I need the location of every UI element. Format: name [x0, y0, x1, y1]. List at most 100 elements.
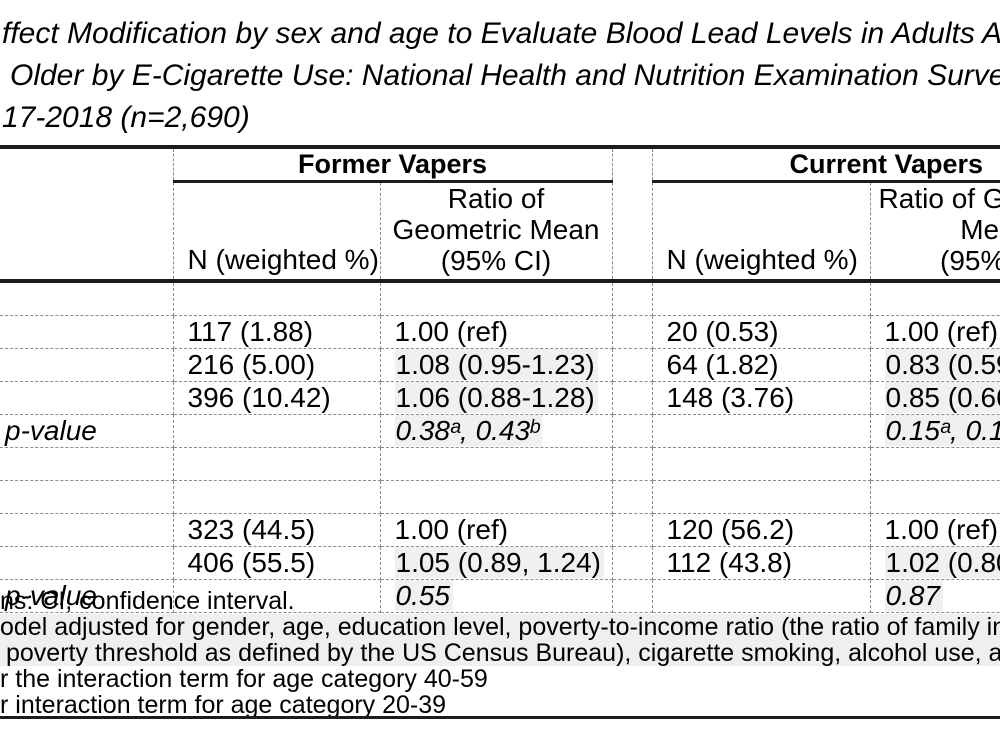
- former-n-cell: [173, 579, 381, 613]
- current-ratio-cell: 1.00 (ref): [870, 513, 1000, 547]
- current-vapers-group-header: Current Vapers: [652, 145, 1000, 183]
- results-table-wrapper: Former Vapers Current Vapers N (weighted…: [0, 145, 1000, 613]
- row-label-cell: [0, 381, 174, 415]
- row-label-cell: [0, 480, 174, 514]
- cell-value: 1.08 (0.95-1.23): [394, 349, 598, 380]
- former-ratio-cell: [380, 447, 613, 481]
- spacer-cell: [612, 281, 653, 316]
- table-bottom-border: [0, 716, 1000, 719]
- cell-value: 148 (3.76): [666, 382, 795, 413]
- former-ratio-header-line-1: Ratio of: [447, 183, 545, 214]
- footnote-interaction-20-39: r interaction term for age category 20-3…: [0, 692, 447, 718]
- p-value-label: p-value: [5, 415, 97, 446]
- table-row: 216 (5.00) 1.08 (0.95-1.23) 64 (1.82) 0.…: [0, 348, 1000, 382]
- sub-header-row: N (weighted %) Ratio of Geometric Mean (…: [0, 181, 1000, 283]
- current-ratio-header-line-2: Mean: [960, 214, 1000, 245]
- p-value-row: p-value 0.55 0.87: [0, 579, 1000, 613]
- table-row: 323 (44.5) 1.00 (ref) 120 (56.2) 1.00 (r…: [0, 513, 1000, 547]
- current-ratio-cell: [870, 447, 1000, 481]
- p-value: 0.15ᵃ, 0.1: [884, 415, 1000, 446]
- former-ratio-cell: [380, 281, 613, 316]
- cell-value: 406 (55.5): [187, 547, 316, 578]
- footnotes: ns: CI, confidence interval. odel adjust…: [0, 588, 1000, 718]
- current-n-cell: 148 (3.76): [652, 381, 871, 415]
- row-label-cell: p-value: [0, 414, 174, 448]
- cell-value: 323 (44.5): [187, 514, 316, 545]
- spacer-cell: [612, 315, 653, 349]
- group-header-row: Former Vapers Current Vapers: [0, 145, 1000, 183]
- former-n-cell: 323 (44.5): [173, 513, 381, 547]
- current-n-cell: [652, 281, 871, 316]
- footnote-interaction-40-59: r the interaction term for age category …: [0, 666, 488, 692]
- cell-value: 396 (10.42): [187, 382, 331, 413]
- cell-value: 216 (5.00): [187, 349, 316, 380]
- current-ratio-header-line-1: Ratio of Geometric: [878, 183, 1000, 214]
- title-line-2: Older by E-Cigarette Use: National Healt…: [10, 59, 1000, 92]
- spacer-cell: [612, 447, 653, 481]
- current-ratio-cell: 0.87: [870, 579, 1000, 613]
- former-n-cell: 396 (10.42): [173, 381, 381, 415]
- cell-value: 0.85 (0.66: [884, 382, 1000, 413]
- spacer-cell: [612, 348, 653, 382]
- row-label-cell: [0, 281, 174, 316]
- row-label-cell: [0, 315, 174, 349]
- cell-value: 20 (0.53): [666, 316, 779, 347]
- former-n-cell: [173, 281, 381, 316]
- current-n-cell: [652, 447, 871, 481]
- table-row: 406 (55.5) 1.05 (0.89, 1.24) 112 (43.8) …: [0, 546, 1000, 580]
- current-ratio-cell: [870, 480, 1000, 514]
- former-ratio-cell: 1.06 (0.88-1.28): [380, 381, 613, 415]
- table-row: 117 (1.88) 1.00 (ref) 20 (0.53) 1.00 (re…: [0, 315, 1000, 349]
- results-table: Former Vapers Current Vapers N (weighted…: [0, 145, 1000, 613]
- footnote-model-adjustment-continued: poverty threshold as defined by the US C…: [0, 640, 1000, 666]
- current-ratio-cell: 0.85 (0.66: [870, 381, 1000, 415]
- table-row: 396 (10.42) 1.06 (0.88-1.28) 148 (3.76) …: [0, 381, 1000, 415]
- footnote-model-adjustment: odel adjusted for gender, age, education…: [0, 614, 1000, 640]
- current-n-cell: 20 (0.53): [652, 315, 871, 349]
- former-ratio-cell: 0.38ᵃ, 0.43ᵇ: [380, 414, 613, 448]
- former-n-cell: 216 (5.00): [173, 348, 381, 382]
- p-value-row: p-value 0.38ᵃ, 0.43ᵇ 0.15ᵃ, 0.1: [0, 414, 1000, 448]
- current-n-cell: 112 (43.8): [652, 546, 871, 580]
- spacer-subheader-cell: [612, 181, 653, 283]
- former-ratio-cell: 1.00 (ref): [380, 513, 613, 547]
- current-n-header: N (weighted %): [652, 181, 871, 283]
- former-ratio-header-line-3: (95% CI): [440, 245, 552, 276]
- current-n-cell: 64 (1.82): [652, 348, 871, 382]
- former-n-cell: 117 (1.88): [173, 315, 381, 349]
- current-n-cell: [652, 579, 871, 613]
- current-ratio-header: Ratio of Geometric Mean (95% CI): [870, 181, 1000, 283]
- current-n-cell: [652, 480, 871, 514]
- spacer-cell: [612, 480, 653, 514]
- current-ratio-cell: 1.02 (0.80: [870, 546, 1000, 580]
- cell-value: 64 (1.82): [666, 349, 779, 380]
- cell-value: 112 (43.8): [666, 547, 793, 578]
- table-title: ffect Modification by sex and age to Eva…: [2, 13, 1000, 139]
- former-n-cell: [173, 447, 381, 481]
- cell-value: 1.00 (ref): [884, 316, 999, 347]
- row-label-cell: [0, 348, 174, 382]
- former-ratio-cell: 1.05 (0.89, 1.24): [380, 546, 613, 580]
- former-ratio-cell: 1.00 (ref): [380, 315, 613, 349]
- spacer-cell: [612, 414, 653, 448]
- current-ratio-cell: 0.15ᵃ, 0.1: [870, 414, 1000, 448]
- former-n-cell: [173, 480, 381, 514]
- row-label-cell: [0, 513, 174, 547]
- current-n-cell: [652, 414, 871, 448]
- row-label-header-cell: [0, 145, 174, 182]
- cell-value: 0.83 (0.59: [884, 349, 1000, 380]
- p-value-label: p-value: [5, 580, 97, 611]
- table-row: [0, 447, 1000, 481]
- row-label-cell: [0, 447, 174, 481]
- table-row: [0, 480, 1000, 514]
- spacer-cell: [612, 579, 653, 613]
- p-value: 0.87: [884, 580, 943, 611]
- cell-value: 1.00 (ref): [884, 514, 999, 545]
- former-n-cell: [173, 414, 381, 448]
- spacer-cell: [612, 381, 653, 415]
- current-ratio-header-line-3: (95% CI): [940, 245, 1000, 276]
- row-label-subheader-cell: [0, 181, 174, 283]
- former-ratio-cell: [380, 480, 613, 514]
- former-ratio-header-line-2: Geometric Mean: [392, 214, 600, 245]
